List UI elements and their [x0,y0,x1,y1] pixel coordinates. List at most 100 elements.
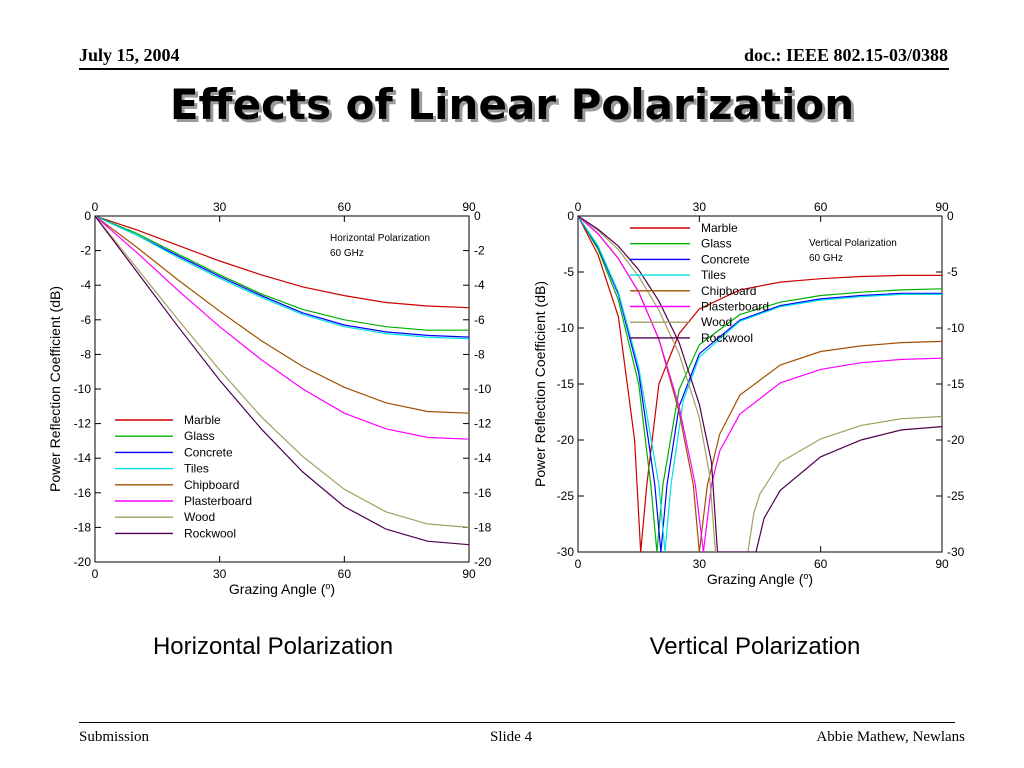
y-tick-label-right: -20 [947,433,965,447]
y-tick-label-right: -18 [474,520,492,534]
legend-label-chipboard: Chipboard [701,284,756,298]
series-line-plasterboard [578,216,942,552]
y-tick-label-right: -20 [474,555,492,569]
chart-annotation-line: 60 GHz [330,248,364,259]
chart-annotation-line: 60 GHz [809,253,843,264]
legend-label-plasterboard: Plasterboard [701,300,769,314]
header-date: July 15, 2004 [79,45,180,65]
legend-label-concrete: Concrete [184,445,233,459]
plot-frame [94,215,470,563]
legend-label-marble: Marble [701,221,738,235]
legend-label-wood: Wood [184,510,215,524]
series-line-tiles [95,216,469,340]
y-tick-label-right: 0 [947,209,954,223]
y-axis-label: Power Reflection Coefficient (dB) [47,286,63,492]
y-tick-label-left: -10 [557,321,575,335]
legend-label-glass: Glass [184,429,215,443]
y-tick-label-left: 0 [84,209,91,223]
y-tick-label-left: 0 [567,209,574,223]
x-tick-label-top: 90 [935,200,949,214]
header-rule [79,68,949,70]
legend-label-tiles: Tiles [701,268,726,282]
x-tick-label-top: 30 [693,200,707,214]
footer-slide-number: Slide 4 [490,729,533,745]
plot-frame [577,215,943,553]
legend-label-concrete: Concrete [701,252,750,266]
y-tick-label-right: -15 [947,377,965,391]
series-line-plasterboard [95,216,469,440]
y-tick-label-left: -4 [80,278,91,292]
x-tick-label-bottom: 0 [92,567,99,581]
legend-label-glass: Glass [701,237,732,251]
y-tick-label-right: -5 [947,265,958,279]
caption-vertical: Vertical Polarization [649,633,861,660]
y-tick-label-right: -14 [474,451,492,465]
y-tick-label-left: -20 [557,433,575,447]
legend-label-tiles: Tiles [184,462,209,476]
series-line-chipboard [95,216,469,414]
legend-label-rockwool: Rockwool [184,526,236,540]
series-group [578,216,942,552]
y-tick-label-right: 0 [474,209,481,223]
series-line-glass [95,216,469,331]
series-line-glass [578,216,942,552]
y-tick-label-left: -2 [80,244,91,258]
y-tick-label-left: -15 [557,377,575,391]
x-tick-label-bottom: 0 [575,557,582,571]
x-tick-label-bottom: 60 [338,567,352,581]
series-line-marble [578,216,942,552]
series-line-tiles [578,216,942,552]
y-tick-label-left: -16 [74,486,92,500]
y-tick-label-left: -18 [74,520,92,534]
y-tick-label-right: -6 [474,313,485,327]
series-group [95,216,469,546]
y-tick-label-right: -25 [947,489,965,503]
x-tick-label-bottom: 90 [935,557,949,571]
series-line-marble [95,216,469,309]
y-tick-label-right: -10 [474,382,492,396]
x-tick-label-top: 60 [814,200,828,214]
legend-label-rockwool: Rockwool [701,331,753,345]
y-tick-label-left: -10 [74,382,92,396]
y-tick-label-left: -30 [557,545,575,559]
y-tick-label-right: -8 [474,347,485,361]
x-tick-label-bottom: 60 [814,557,828,571]
y-tick-label-right: -30 [947,545,965,559]
y-tick-label-right: -4 [474,278,485,292]
y-tick-label-left: -6 [80,313,91,327]
x-axis-label: Grazing Angle (o) [707,571,813,587]
x-tick-label-bottom: 90 [462,567,476,581]
footer-author: Abbie Mathew, Newlans [816,729,965,745]
caption-horizontal: Horizontal Polarization [152,633,394,660]
x-tick-label-top: 60 [338,200,352,214]
y-tick-label-left: -14 [74,451,92,465]
x-tick-label-top: 30 [213,200,227,214]
y-tick-label-left: -8 [80,347,91,361]
x-tick-label-top: 0 [92,200,99,214]
legend-label-marble: Marble [184,413,221,427]
header-doc-id: doc.: IEEE 802.15-03/0388 [743,45,948,65]
series-line-rockwool [95,216,469,546]
x-tick-label-bottom: 30 [693,557,707,571]
y-tick-label-right: -12 [474,417,492,431]
y-tick-label-left: -25 [557,489,575,503]
footer-submission: Submission [79,729,150,745]
y-tick-label-right: -2 [474,244,485,258]
series-line-wood [578,216,942,552]
y-tick-label-left: -20 [74,555,92,569]
chart-annotation-line: Horizontal Polarization [330,233,430,244]
y-tick-label-left: -5 [563,265,574,279]
series-line-concrete [95,216,469,338]
legend-label-wood: Wood [701,315,732,329]
series-line-wood [95,216,469,528]
y-axis-label: Power Reflection Coefficient (dB) [532,281,548,487]
x-tick-label-top: 0 [575,200,582,214]
series-line-rockwool [578,216,942,552]
legend-label-plasterboard: Plasterboard [184,494,252,508]
x-axis-label: Grazing Angle (o) [229,581,335,597]
legend-label-chipboard: Chipboard [184,478,239,492]
footer-rule [79,722,955,723]
x-tick-label-bottom: 30 [213,567,227,581]
